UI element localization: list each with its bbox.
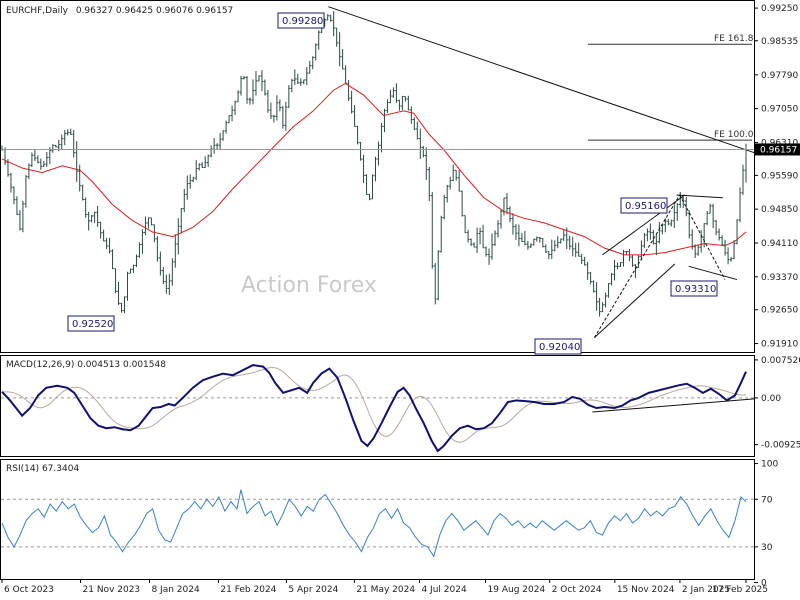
macd-tick-label: -0.009252 [761, 441, 800, 451]
channel-upper-line [602, 194, 686, 256]
rsi-tick-label: 100 [761, 460, 778, 470]
macd-tick-label: 0.00 [761, 394, 781, 404]
channel-lower-line [594, 263, 676, 338]
price-tick-label: 0.94110 [761, 239, 798, 249]
time-tick-label: 19 Aug 2024 [488, 585, 546, 595]
rsi-label: RSI(14) 67.3404 [6, 464, 79, 474]
price-level-box [67, 315, 115, 332]
fibonacci-label: FE 161.8 [714, 34, 754, 44]
time-tick-label: 15 Nov 2024 [617, 585, 675, 595]
time-tick-label: 21 May 2024 [356, 585, 415, 595]
ohlc-values: 0.96327 0.96425 0.96076 0.96157 [76, 6, 233, 16]
time-tick-label: 2 Jan 2025 [682, 585, 730, 595]
macd-main-line [1, 364, 747, 453]
watermark: Action Forex [241, 273, 377, 298]
wedge-top-line [676, 194, 723, 199]
price-level-box [277, 12, 325, 29]
swing-dashed-line [593, 194, 681, 338]
rsi-tick-label: 30 [761, 543, 773, 553]
macd-pane [0, 355, 755, 457]
price-tick-label: 0.91910 [761, 340, 798, 350]
price-tick-label: 0.99250 [761, 4, 798, 14]
macd-label: MACD(12,26,9) 0.004513 0.001548 [6, 360, 166, 370]
price-tick-label: 0.94850 [761, 205, 798, 215]
time-tick-label: 6 Oct 2023 [4, 585, 54, 595]
price-level-label: 0.95160 [625, 201, 666, 212]
time-tick-label: 4 Jul 2024 [421, 585, 466, 595]
rsi-axis: 100 70 30 0 [754, 460, 778, 589]
symbol-label: EURCHF,Daily 0.96327 0.96425 0.96076 0.9… [6, 6, 233, 16]
rsi-series [1, 489, 754, 558]
price-pane [0, 0, 755, 353]
time-tick-label: 21 Feb 2024 [220, 585, 276, 595]
time-tick-label: 8 Jan 2024 [151, 585, 199, 595]
price-level-label: 0.92040 [539, 342, 580, 353]
price-tick-label: 0.93370 [761, 273, 798, 283]
macd-signal-line [2, 366, 747, 443]
swing-dashed-line [679, 194, 726, 280]
price-level-box [534, 338, 582, 355]
time-tick-label: 5 Apr 2024 [288, 585, 338, 595]
moving-average-line [1, 82, 747, 256]
rsi-line [1, 489, 747, 558]
moving-average [1, 82, 747, 256]
macd-axis: 0.007526 0.00 -0.009252 [754, 356, 800, 451]
price-level-label: 0.99280 [282, 16, 323, 27]
current-price-label: 0.96157 [760, 145, 797, 155]
price-level-box [670, 280, 718, 297]
wedge-bottom-line [688, 265, 738, 281]
macd-series [1, 364, 755, 453]
current-price-tag [755, 143, 800, 156]
rsi-tick-label: 70 [761, 495, 773, 505]
price-axis: 0.992500.985350.977900.970500.963100.955… [754, 4, 798, 350]
price-tick-label: 0.95590 [761, 171, 798, 181]
time-axis: 6 Oct 2023 21 Nov 2023 8 Jan 2024 21 Feb 20… [1, 579, 768, 595]
falling-trendline [328, 6, 756, 154]
fibonacci-lines: FE 161.8 FE 100.0 [588, 34, 754, 141]
time-tick-label: 21 Nov 2023 [83, 585, 141, 595]
time-tick-label: 17 Feb 2025 [712, 585, 768, 595]
price-level-label: 0.92520 [72, 319, 113, 330]
macd-trendline [592, 398, 755, 413]
price-tick-label: 0.92650 [761, 306, 798, 316]
fibonacci-label: FE 100.0 [714, 130, 754, 140]
price-annotations: 0.99280 0.92520 0.92040 0.95160 0.93310 [67, 12, 718, 355]
time-tick-label: 2 Oct 2024 [552, 585, 602, 595]
rsi-tick-label: 0 [761, 579, 767, 589]
price-tick-label: 0.97790 [761, 71, 798, 81]
price-series [0, 11, 748, 317]
macd-tick-label: 0.007526 [761, 356, 800, 366]
current-price-marker: 0.96157 [1, 143, 800, 156]
symbol-name: EURCHF,Daily [6, 6, 69, 16]
trendlines [328, 6, 756, 338]
price-level-box [620, 197, 668, 214]
price-tick-label: 0.98535 [761, 37, 798, 47]
price-tick-label: 0.97050 [761, 105, 798, 115]
price-level-label: 0.93310 [675, 284, 716, 295]
